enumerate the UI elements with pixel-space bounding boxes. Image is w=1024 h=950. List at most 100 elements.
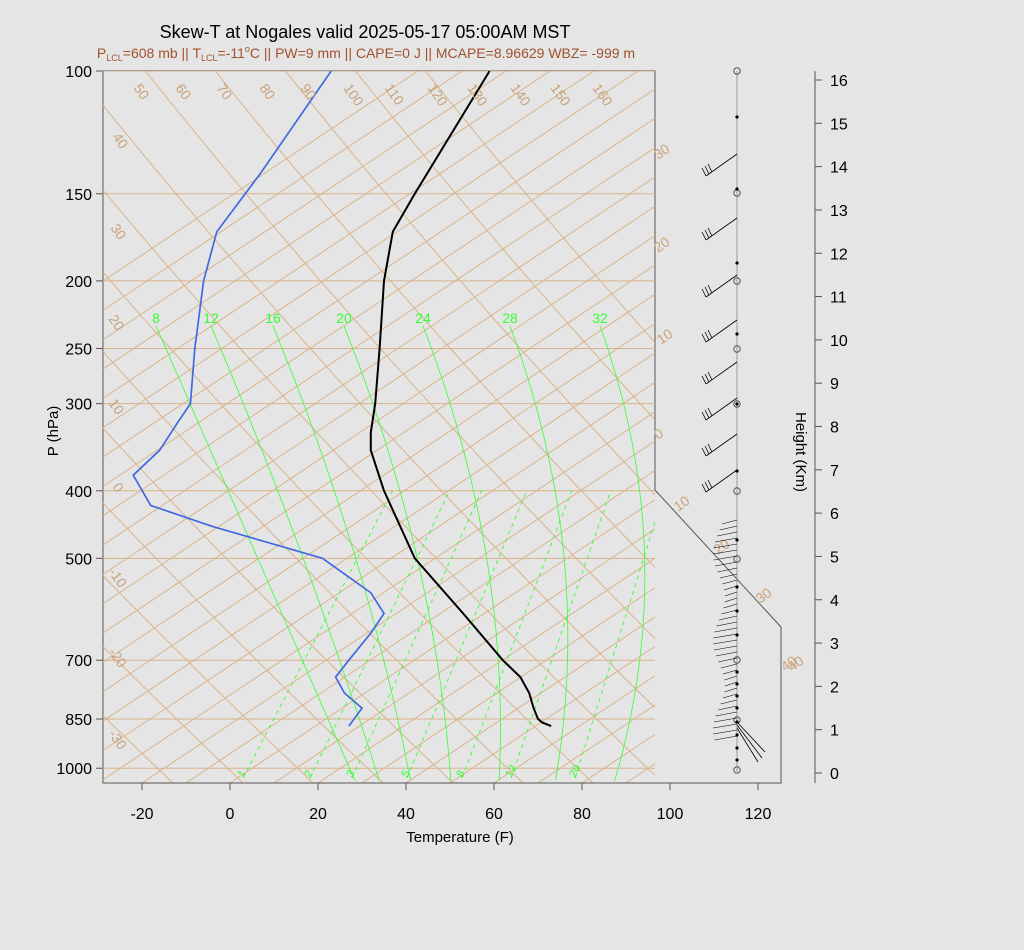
wind-barb	[713, 645, 738, 651]
moist-adiabat	[343, 325, 452, 781]
wind-barb	[723, 603, 738, 609]
p-tick-label: 850	[65, 712, 92, 729]
p-tick-label: 300	[65, 397, 92, 414]
p-tick-label: 700	[65, 653, 92, 670]
wind-level-marker	[733, 487, 741, 495]
isotherm-line	[103, 71, 463, 311]
dry-adiabat	[103, 189, 655, 777]
wind-barb	[717, 705, 738, 711]
x-tick-label: 60	[485, 806, 503, 823]
dry-adiabat	[103, 714, 174, 783]
wind-barb	[716, 621, 738, 627]
subtitle-plcl: P	[97, 45, 106, 61]
wind-dot	[735, 585, 739, 589]
wind-barb	[705, 469, 738, 493]
isotherm-line	[103, 235, 655, 605]
chart-subtitle: PLCL=608 mb || TLCL=-11oC || PW=9 mm || …	[97, 44, 635, 63]
wind-barb	[724, 591, 738, 597]
isotherm-line	[103, 117, 655, 487]
wind-barb	[713, 729, 738, 735]
wind-barb	[705, 397, 738, 421]
isotherm-line	[103, 293, 655, 663]
dry-adiabat	[103, 350, 524, 783]
dry-adiabat	[103, 271, 594, 783]
dry-adiabat	[103, 104, 655, 709]
dry-adiabat	[355, 71, 655, 421]
wind-barb	[722, 579, 738, 585]
height-tick-label: 5	[830, 549, 839, 566]
wind-profile	[701, 67, 766, 774]
temperature-trace	[369, 71, 552, 728]
x-tick-label: -20	[130, 806, 153, 823]
mixing-ratio-label: 16	[265, 310, 281, 326]
wind-barb	[724, 597, 738, 603]
wind-barb	[714, 537, 738, 543]
height-tick-label: 2	[830, 679, 839, 696]
wind-barb	[724, 585, 738, 591]
dry-adiabat	[103, 427, 454, 783]
isotherm-line	[103, 264, 655, 634]
height-tick-label: 9	[830, 376, 839, 393]
wind-barb	[719, 525, 738, 531]
wind-barb	[705, 217, 738, 241]
wind-dot	[735, 633, 739, 637]
wind-barb	[705, 274, 738, 298]
wind-barb	[705, 433, 738, 457]
isotherm-line	[103, 147, 655, 517]
wind-barb	[717, 567, 738, 573]
wind-barb	[736, 721, 766, 753]
wind-dot	[735, 706, 739, 710]
wind-barb	[722, 669, 738, 675]
wind-barb	[717, 531, 738, 537]
dry-adiabat	[0, 71, 33, 783]
x-axis-label: Temperature (F)	[406, 829, 514, 846]
height-tick-label: 1	[830, 723, 839, 740]
height-tick-label: 3	[830, 636, 839, 653]
mixing-ratio-label: 8	[152, 310, 160, 326]
height-tick-label: 10	[830, 333, 848, 350]
wind-dot	[735, 758, 739, 762]
height-tick-label: 12	[830, 246, 848, 263]
height-axis-label: Height (Km)	[792, 412, 809, 492]
subtitle-rest: C || PW=9 mm || CAPE=0 J || MCAPE=8.9662…	[250, 45, 635, 61]
mixing-ratio-label: 12	[503, 763, 520, 780]
wind-barb	[736, 727, 759, 763]
wind-barb	[718, 657, 738, 663]
wind-dot	[735, 115, 739, 119]
pressure-axis: 100 150 200 250 300 400 500 700 850 1000	[56, 64, 103, 778]
wind-barb	[722, 693, 738, 699]
wind-dot	[735, 746, 739, 750]
p-tick-label: 150	[65, 187, 92, 204]
wind-dot	[735, 609, 739, 613]
p-tick-label: 100	[65, 64, 92, 81]
x-tick-label: 80	[573, 806, 591, 823]
height-tick-label: 0	[830, 766, 839, 783]
wind-barb	[718, 615, 738, 621]
mixing-ratio-label: 8	[454, 768, 467, 779]
wind-barb	[715, 711, 738, 717]
dry-adiabat	[145, 71, 655, 640]
mixing-ratio-label: 12	[203, 310, 219, 326]
wind-barb	[724, 687, 738, 693]
wind-level-marker	[733, 766, 741, 774]
wind-barb	[724, 675, 738, 681]
isotherm-line	[103, 411, 655, 781]
mixing-ratio-label: 24	[415, 310, 431, 326]
x-tick-label: 120	[745, 806, 772, 823]
mixing-ratio-label: 1	[235, 768, 248, 779]
isotherm-line	[103, 71, 419, 282]
wind-dot	[735, 402, 739, 406]
height-tick-label: 13	[830, 203, 848, 220]
isotherm-line	[846, 71, 1024, 783]
x-tick-label: 0	[226, 806, 235, 823]
wind-barb	[720, 663, 738, 669]
mixing-ratio-line	[574, 520, 655, 779]
wind-barb	[713, 633, 738, 639]
mixing-ratio-line	[406, 489, 528, 779]
wind-dot	[735, 187, 739, 191]
moist-adiabat	[210, 325, 380, 781]
wind-barb	[713, 639, 738, 645]
wind-barb	[713, 543, 738, 549]
wind-level-marker	[733, 656, 741, 664]
isotherm-line	[141, 440, 655, 783]
